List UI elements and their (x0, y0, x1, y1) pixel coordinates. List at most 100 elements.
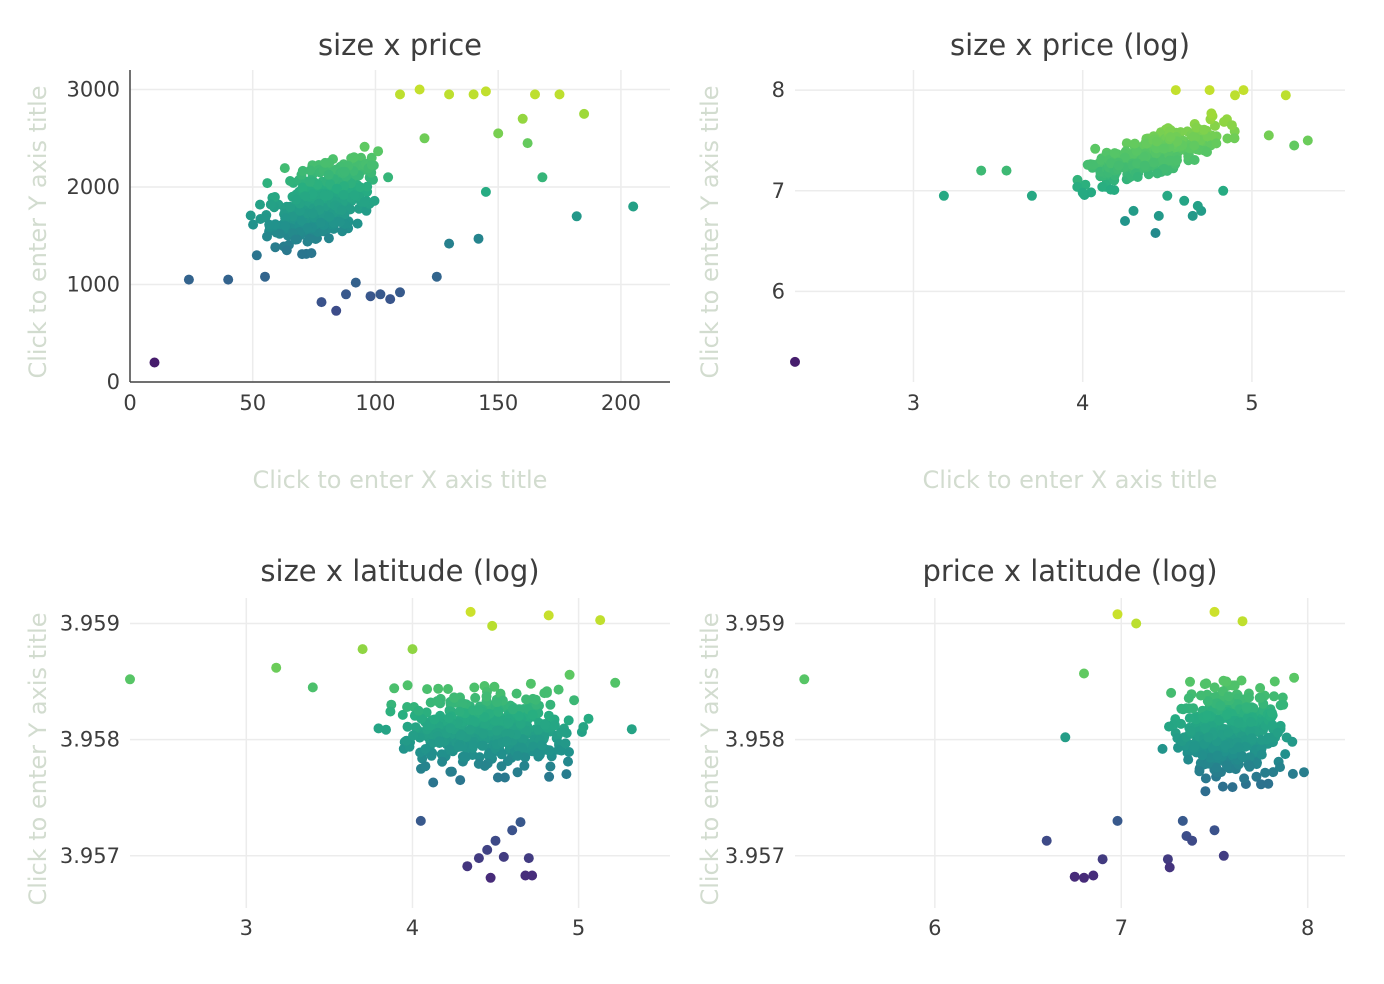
data-point (1202, 696, 1213, 707)
data-point (1227, 782, 1238, 793)
data-point (1079, 872, 1089, 883)
data-point (1223, 691, 1234, 702)
data-point (270, 242, 281, 253)
data-point (1069, 871, 1080, 882)
data-point (429, 714, 440, 725)
data-point (1241, 702, 1252, 713)
data-point (539, 688, 550, 699)
data-point (297, 182, 308, 193)
data-point (453, 741, 464, 752)
data-point (1218, 185, 1229, 196)
data-point (316, 297, 327, 308)
data-point (365, 291, 376, 302)
data-point (1148, 157, 1159, 168)
x-axis-title-placeholder[interactable]: Click to enter X axis title (923, 466, 1218, 494)
data-point (540, 719, 551, 730)
data-point (262, 178, 273, 189)
data-point (413, 705, 424, 716)
data-point (485, 872, 496, 883)
data-point (1120, 216, 1130, 226)
data-point (1189, 140, 1200, 151)
data-point (274, 228, 285, 239)
data-point (479, 712, 490, 723)
data-point (537, 740, 547, 751)
data-point (1121, 138, 1132, 149)
data-point (395, 89, 405, 100)
data-point (1164, 155, 1175, 166)
data-point (1244, 692, 1254, 703)
data-point (1138, 152, 1149, 163)
data-point (1256, 749, 1267, 760)
data-point (521, 725, 532, 736)
data-point (385, 706, 396, 717)
data-point (1233, 718, 1244, 729)
data-point (149, 357, 160, 368)
y-axis-title-placeholder[interactable]: Click to enter Y axis title (696, 612, 724, 905)
x-tick-label: 200 (601, 391, 641, 415)
data-point (1162, 190, 1173, 201)
data-point (1263, 778, 1274, 789)
data-point (334, 217, 345, 227)
data-point (315, 217, 326, 228)
data-point (444, 713, 454, 724)
y-tick-label: 8 (772, 78, 785, 102)
y-tick-label: 3.957 (725, 844, 785, 868)
data-point (549, 720, 560, 731)
data-point (300, 191, 310, 202)
data-point (1203, 732, 1214, 743)
data-point (402, 680, 413, 691)
data-point (339, 166, 350, 177)
data-point (1223, 727, 1234, 738)
data-point (454, 706, 465, 717)
data-point (369, 195, 380, 206)
data-point (434, 736, 445, 747)
data-point (260, 271, 270, 282)
data-point (416, 713, 427, 724)
data-point (1221, 760, 1232, 771)
data-point (1151, 136, 1162, 147)
data-point (373, 723, 384, 734)
data-point (449, 692, 460, 703)
data-point (331, 183, 342, 194)
data-point (1139, 160, 1150, 171)
y-axis-title-placeholder[interactable]: Click to enter Y axis title (24, 612, 52, 905)
data-point (1041, 835, 1052, 846)
data-point (1153, 210, 1164, 221)
data-point (385, 294, 396, 305)
data-point (1206, 108, 1217, 119)
data-point (1128, 205, 1139, 216)
data-point (1194, 766, 1205, 777)
y-tick-label: 6 (772, 279, 785, 303)
data-point (530, 89, 540, 100)
data-point (320, 157, 331, 168)
data-point (1212, 750, 1223, 761)
data-point (1202, 147, 1212, 157)
data-point (433, 683, 444, 694)
data-point (1255, 692, 1266, 703)
x-axis-title-placeholder[interactable]: Click to enter X axis title (253, 466, 548, 494)
data-point (1189, 155, 1200, 165)
data-point (304, 233, 315, 244)
data-point (520, 752, 531, 763)
subplot-3: 3 4 5 3.957 3.958 3.959 size x latitude (log) C… (24, 554, 670, 940)
data-point (545, 699, 556, 710)
data-point (564, 669, 575, 680)
y-tick-label: 3.958 (725, 728, 785, 752)
data-point (271, 662, 282, 673)
data-point (1267, 720, 1278, 731)
data-point (1157, 743, 1168, 754)
x-tick-label: 6 (928, 916, 941, 940)
x-tick-label: 100 (355, 391, 395, 415)
y-axis-title-placeholder[interactable]: Click to enter Y axis title (696, 85, 724, 378)
data-point (457, 698, 468, 709)
data-point (269, 192, 280, 202)
data-point (287, 211, 298, 222)
data-point (444, 238, 455, 249)
data-point (1088, 870, 1099, 881)
data-point (1244, 752, 1255, 763)
data-point (478, 740, 489, 751)
data-point (1132, 172, 1143, 182)
y-axis-title-placeholder[interactable]: Click to enter Y axis title (24, 85, 52, 378)
data-point (1233, 742, 1244, 753)
data-point (515, 817, 526, 828)
